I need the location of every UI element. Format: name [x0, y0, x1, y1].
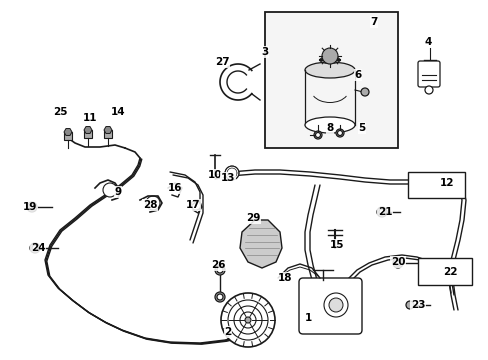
Circle shape [221, 293, 274, 347]
Bar [84, 130, 92, 138]
Ellipse shape [305, 62, 354, 78]
Text: 27: 27 [214, 57, 229, 67]
Circle shape [328, 298, 342, 312]
Circle shape [227, 300, 267, 340]
FancyBboxPatch shape [298, 278, 361, 334]
Circle shape [29, 204, 35, 210]
Text: 22: 22 [442, 267, 456, 277]
Text: 4: 4 [424, 37, 431, 47]
Polygon shape [104, 126, 112, 134]
Text: 7: 7 [369, 17, 377, 27]
Text: 6: 6 [354, 70, 361, 80]
Circle shape [324, 293, 347, 317]
Polygon shape [240, 220, 282, 268]
Text: 25: 25 [53, 107, 67, 117]
Circle shape [217, 294, 223, 300]
Text: 3: 3 [261, 47, 268, 57]
Text: 23: 23 [410, 300, 425, 310]
Circle shape [394, 260, 400, 266]
Bar [104, 130, 112, 138]
Bar [407, 172, 464, 198]
Polygon shape [84, 126, 92, 134]
Circle shape [424, 86, 432, 94]
Text: 15: 15 [329, 240, 344, 250]
Circle shape [392, 258, 402, 268]
Text: 24: 24 [31, 243, 45, 253]
Circle shape [405, 301, 413, 309]
Text: 8: 8 [325, 123, 333, 133]
Circle shape [315, 132, 320, 138]
Circle shape [360, 88, 368, 96]
Circle shape [103, 183, 117, 197]
Text: 11: 11 [82, 113, 97, 123]
Circle shape [234, 306, 262, 334]
Circle shape [335, 129, 343, 137]
Text: 9: 9 [114, 187, 122, 197]
Circle shape [30, 243, 40, 253]
Circle shape [321, 48, 337, 64]
Text: 26: 26 [210, 260, 225, 270]
Ellipse shape [319, 57, 339, 63]
Text: 14: 14 [110, 107, 125, 117]
Circle shape [191, 200, 201, 210]
Circle shape [376, 207, 386, 217]
Polygon shape [64, 129, 72, 135]
Text: 5: 5 [358, 123, 365, 133]
Circle shape [215, 292, 224, 302]
Text: 21: 21 [377, 207, 391, 217]
Circle shape [146, 196, 160, 210]
Text: 1: 1 [304, 313, 311, 323]
Ellipse shape [305, 117, 354, 133]
Text: 12: 12 [439, 178, 453, 188]
Text: 20: 20 [390, 257, 405, 267]
FancyBboxPatch shape [417, 61, 439, 87]
Bar [64, 132, 72, 140]
Text: 18: 18 [277, 273, 292, 283]
Circle shape [240, 312, 256, 328]
Circle shape [32, 245, 38, 251]
Circle shape [313, 131, 321, 139]
Text: 10: 10 [207, 170, 222, 180]
Bar [417, 258, 471, 285]
Circle shape [337, 131, 342, 135]
Circle shape [217, 267, 223, 273]
Bar [264, 12, 397, 148]
Text: 2: 2 [224, 327, 231, 337]
Text: 28: 28 [142, 200, 157, 210]
Text: 17: 17 [185, 200, 200, 210]
Text: 19: 19 [23, 202, 37, 212]
Circle shape [224, 166, 239, 180]
Circle shape [215, 265, 224, 275]
Text: 13: 13 [220, 173, 235, 183]
Circle shape [244, 317, 250, 323]
Circle shape [27, 202, 37, 212]
Text: 16: 16 [167, 183, 182, 193]
Circle shape [378, 209, 384, 215]
Text: 29: 29 [245, 213, 260, 223]
